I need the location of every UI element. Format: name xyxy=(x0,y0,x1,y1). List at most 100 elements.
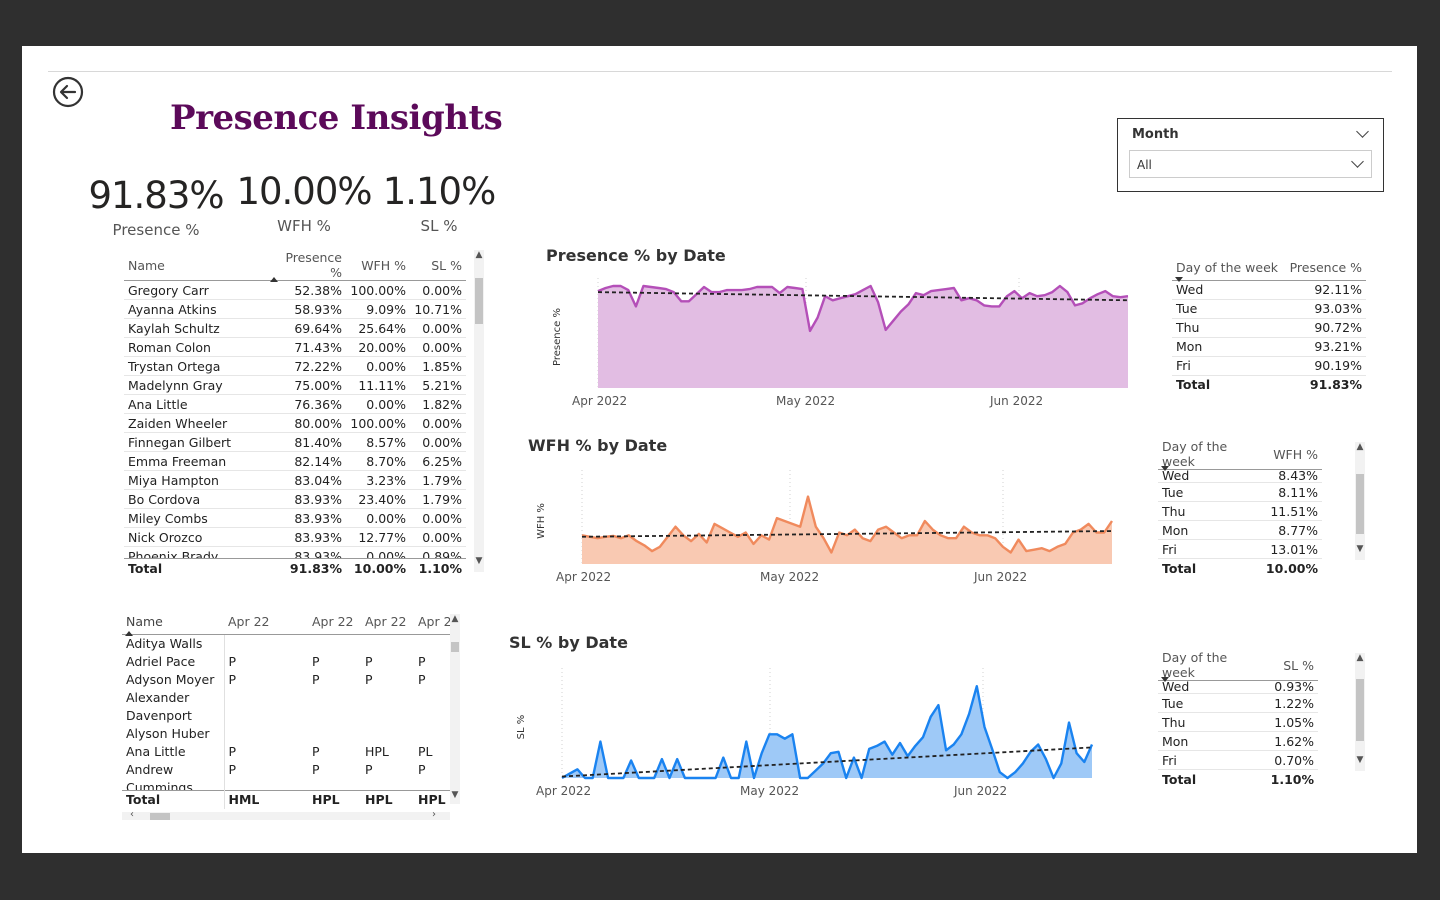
scrollbar-thumb[interactable] xyxy=(1356,474,1364,534)
matrix-vertical-scrollbar[interactable]: ▲ ▼ xyxy=(450,614,460,804)
matrix-horizontal-scrollbar[interactable]: ‹ › xyxy=(122,809,450,820)
dow-row[interactable]: Mon 8.77% xyxy=(1158,520,1322,540)
dow-row[interactable]: Tue 8.11% xyxy=(1158,482,1322,502)
dow-row[interactable]: Wed 8.43% xyxy=(1158,469,1322,483)
scroll-left-icon[interactable]: ‹ xyxy=(130,809,134,820)
kpi-wfh: 10.00% WFH % xyxy=(234,170,374,235)
employees-table-scrollbar[interactable]: ▲ ▼ xyxy=(474,250,484,572)
dow-row[interactable]: Fri 0.70% xyxy=(1158,750,1318,770)
trend-line xyxy=(581,530,1113,538)
sl-by-date-chart[interactable]: Apr 2022 May 2022 Jun 2022 SL % xyxy=(500,658,1100,803)
matrix-row[interactable]: Adyson Moyer P P P P xyxy=(122,670,458,688)
col-presence[interactable]: Presence % xyxy=(266,250,346,282)
y-axis-label: SL % xyxy=(516,715,527,740)
table-row[interactable]: Trystan Ortega 72.22% 0.00% 1.85% xyxy=(124,356,466,376)
scroll-down-icon[interactable]: ▼ xyxy=(475,556,483,566)
series-line[interactable] xyxy=(581,495,1113,554)
series-line[interactable] xyxy=(561,685,1094,780)
table-row[interactable]: Madelynn Gray 75.00% 11.11% 5.21% xyxy=(124,375,466,395)
dow-col-value[interactable]: WFH % xyxy=(1261,439,1322,470)
matrix-col-date[interactable]: Apr 22 xyxy=(361,610,414,635)
table-row[interactable]: Miya Hampton 83.04% 3.23% 1.79% xyxy=(124,470,466,490)
dow-col-value[interactable]: SL % xyxy=(1266,650,1318,681)
presence-by-date-chart[interactable]: Apr 2022 May 2022 Jun 2022 Presence % xyxy=(536,268,1136,416)
matrix-row[interactable]: Alexander xyxy=(122,688,458,706)
table-row[interactable]: Gregory Carr 52.38% 100.00% 0.00% xyxy=(124,280,466,300)
dow-row[interactable]: Mon 1.62% xyxy=(1158,731,1318,751)
kpi-wfh-value: 10.00% xyxy=(236,170,372,213)
table-row[interactable]: Bo Cordova 83.93% 23.40% 1.79% xyxy=(124,489,466,509)
matrix-row[interactable]: Adriel Pace P P P P xyxy=(122,652,458,670)
sort-descending-icon xyxy=(1161,466,1169,471)
dow-row[interactable]: Fri 90.19% xyxy=(1172,356,1366,376)
dow-row[interactable]: Wed 0.93% xyxy=(1158,680,1318,694)
dow-row[interactable]: Tue 1.22% xyxy=(1158,693,1318,713)
dow-wfh-scrollbar[interactable]: ▲ ▼ xyxy=(1355,442,1365,560)
table-row[interactable]: Finnegan Gilbert 81.40% 8.57% 0.00% xyxy=(124,432,466,452)
scroll-down-icon[interactable]: ▼ xyxy=(1356,755,1364,765)
dow-cell-day: Fri xyxy=(1158,750,1267,770)
dow-row[interactable]: Thu 11.51% xyxy=(1158,501,1322,521)
scroll-up-icon[interactable]: ▲ xyxy=(475,250,483,260)
dow-sl-visual: Day of the week SL % Wed 0.93% Tue 1.22% Thu… xyxy=(1158,650,1358,790)
cell-presence: 82.14% xyxy=(266,451,346,471)
dow-col-value[interactable]: Presence % xyxy=(1284,256,1366,281)
dow-total-row: Total 91.83% xyxy=(1172,374,1366,394)
matrix-col-date[interactable]: Apr 22 xyxy=(224,610,308,635)
matrix-row[interactable]: Ana Little P P HPL PL xyxy=(122,742,458,760)
table-row[interactable]: Kaylah Schultz 69.64% 25.64% 0.00% xyxy=(124,318,466,338)
scroll-up-icon[interactable]: ▲ xyxy=(451,614,459,624)
chevron-down-icon[interactable] xyxy=(1356,125,1369,138)
dow-row[interactable]: Thu 1.05% xyxy=(1158,712,1318,732)
dow-col-day[interactable]: Day of the week xyxy=(1158,650,1267,682)
scroll-right-icon[interactable]: › xyxy=(432,809,436,820)
matrix-cell xyxy=(224,724,308,742)
matrix-row[interactable]: Andrew P P P P xyxy=(122,760,458,778)
matrix-cell xyxy=(308,724,361,742)
matrix-col-name[interactable]: Name xyxy=(122,610,224,636)
col-sl[interactable]: SL % xyxy=(410,250,466,281)
table-row[interactable]: Miley Combs 83.93% 0.00% 0.00% xyxy=(124,508,466,528)
scroll-down-icon[interactable]: ▼ xyxy=(1356,544,1364,554)
table-row[interactable]: Zaiden Wheeler 80.00% 100.00% 0.00% xyxy=(124,413,466,433)
matrix-col-date[interactable]: Apr 22 xyxy=(308,610,361,635)
dow-col-day[interactable]: Day of the week xyxy=(1158,439,1262,471)
scroll-down-icon[interactable]: ▼ xyxy=(451,790,459,800)
dow-row[interactable]: Mon 93.21% xyxy=(1172,337,1366,357)
table-row[interactable]: Ana Little 76.36% 0.00% 1.82% xyxy=(124,394,466,414)
series-line[interactable] xyxy=(597,284,1129,333)
dow-row[interactable]: Thu 90.72% xyxy=(1172,318,1366,338)
cell-sl: 0.00% xyxy=(410,508,466,528)
wfh-by-date-chart[interactable]: Apr 2022 May 2022 Jun 2022 WFH % xyxy=(520,460,1120,588)
header-divider xyxy=(48,71,1392,72)
back-arrow-icon[interactable] xyxy=(52,76,84,108)
col-wfh[interactable]: WFH % xyxy=(346,250,410,281)
scrollbar-thumb[interactable] xyxy=(475,278,483,324)
matrix-row[interactable]: Aditya Walls xyxy=(122,634,458,652)
col-name[interactable]: Name xyxy=(124,250,266,281)
table-row[interactable]: Roman Colon 71.43% 20.00% 0.00% xyxy=(124,337,466,357)
matrix-total-cell: HPL xyxy=(414,790,458,809)
table-row[interactable]: Nick Orozco 83.93% 12.77% 0.00% xyxy=(124,527,466,547)
dow-cell-value: 1.62% xyxy=(1266,731,1318,751)
table-row[interactable]: Emma Freeman 82.14% 8.70% 6.25% xyxy=(124,451,466,471)
dow-col-day[interactable]: Day of the week xyxy=(1172,256,1285,282)
dow-row[interactable]: Tue 93.03% xyxy=(1172,299,1366,319)
scroll-up-icon[interactable]: ▲ xyxy=(1356,653,1364,663)
table-row[interactable]: Ayanna Atkins 58.93% 9.09% 10.71% xyxy=(124,299,466,319)
x-tick-label: Jun 2022 xyxy=(953,784,1007,798)
cell-name: Madelynn Gray xyxy=(124,375,266,395)
matrix-row[interactable]: Davenport xyxy=(122,706,458,724)
scrollbar-thumb[interactable] xyxy=(1356,679,1364,741)
scrollbar-thumb[interactable] xyxy=(150,813,170,820)
dow-row[interactable]: Fri 13.01% xyxy=(1158,539,1322,559)
cell-sl: 0.00% xyxy=(410,280,466,300)
y-axis-label: WFH % xyxy=(536,503,547,539)
matrix-row[interactable]: Alyson Huber xyxy=(122,724,458,742)
month-dropdown[interactable]: All xyxy=(1129,150,1372,178)
dow-row[interactable]: Wed 92.11% xyxy=(1172,280,1366,300)
dow-sl-scrollbar[interactable]: ▲ ▼ xyxy=(1355,653,1365,771)
scrollbar-thumb[interactable] xyxy=(451,642,459,652)
scroll-up-icon[interactable]: ▲ xyxy=(1356,442,1364,452)
kpi-sl-value: 1.10% xyxy=(382,170,497,213)
